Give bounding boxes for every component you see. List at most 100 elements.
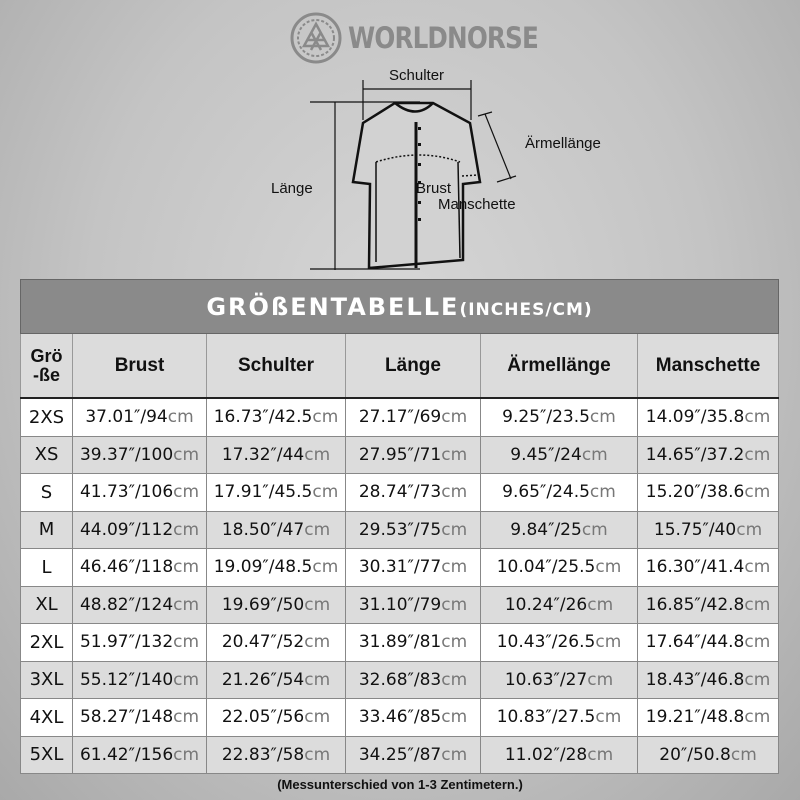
measurement-value: 16.73″/42.5 xyxy=(213,407,313,428)
measurement-value: 31.89″/81 xyxy=(358,632,442,653)
measurement-value: 11.02″/28 xyxy=(504,744,588,765)
length-cell: 29.53″/75cm xyxy=(345,510,481,549)
cuff-cell: 18.43″/46.8cm xyxy=(636,660,780,699)
valknut-knot-icon xyxy=(290,12,342,64)
unit-label: cm xyxy=(312,557,339,578)
chest-cell: 58.27″/148cm xyxy=(72,698,207,737)
sleeve-cell: 11.02″/28cm xyxy=(480,735,638,774)
length-cell: 34.25″/87cm xyxy=(345,735,481,774)
unit-label: cm xyxy=(173,557,200,578)
measurement-value: 16.85″/42.8 xyxy=(645,594,745,615)
size-cell: 2XL xyxy=(20,623,73,662)
unit-label: cm xyxy=(304,519,331,540)
unit-label: cm xyxy=(304,669,331,690)
header-length: Länge xyxy=(345,333,481,399)
shoulder-cell: 21.26″/54cm xyxy=(206,660,346,699)
shoulder-label: Schulter xyxy=(389,67,445,84)
measurement-value: 15.75″/40 xyxy=(653,519,737,540)
chest-cell: 51.97″/132cm xyxy=(72,623,207,662)
table-row: 4XL 58.27″/148cm 22.05″/56cm 33.46″/85cm 10.… xyxy=(20,698,780,737)
measurement-value: 20.47″/52 xyxy=(221,632,305,653)
cuff-cell: 15.75″/40cm xyxy=(636,510,780,549)
unit-label: cm xyxy=(744,444,771,465)
measurement-value: 22.05″/56 xyxy=(221,707,305,728)
unit-label: cm xyxy=(167,407,194,428)
sleeve-cell: 10.43″/26.5cm xyxy=(480,623,638,662)
unit-label: cm xyxy=(441,744,468,765)
chest-cell: 37.01″/94cm xyxy=(72,397,207,437)
shoulder-cell: 16.73″/42.5cm xyxy=(206,397,346,437)
sleeve-cell: 10.63″/27cm xyxy=(480,660,638,699)
measurement-value: 48.82″/124 xyxy=(79,594,174,615)
measurement-value: 22.83″/58 xyxy=(221,744,305,765)
unit-label: cm xyxy=(304,707,331,728)
measurement-value: 10.43″/26.5 xyxy=(496,632,596,653)
unit-label: cm xyxy=(730,744,757,765)
sleeve-length-label: Ärmellänge xyxy=(525,135,601,152)
cuff-cell: 17.64″/44.8cm xyxy=(636,623,780,662)
unit-label: cm xyxy=(595,557,622,578)
sleeve-cell: 9.65″/24.5cm xyxy=(480,473,638,512)
measurement-value: 16.30″/41.4 xyxy=(645,557,745,578)
sleeve-cell: 10.83″/27.5cm xyxy=(480,698,638,737)
cuff-label: Manschette xyxy=(438,196,516,213)
header-sleeve: Ärmellänge xyxy=(480,333,638,399)
length-label: Länge xyxy=(271,180,313,197)
shoulder-cell: 17.91″/45.5cm xyxy=(206,473,346,512)
table-row: XL 48.82″/124cm 19.69″/50cm 31.10″/79cm 10.2… xyxy=(20,585,780,624)
measurement-value: 19.69″/50 xyxy=(221,594,305,615)
unit-label: cm xyxy=(744,557,771,578)
unit-label: cm xyxy=(441,669,468,690)
measurement-value: 27.17″/69 xyxy=(358,407,442,428)
unit-label: cm xyxy=(589,407,616,428)
chest-cell: 44.09″/112cm xyxy=(72,510,207,549)
measurement-value: 18.43″/46.8 xyxy=(645,669,745,690)
unit-label: cm xyxy=(441,407,468,428)
length-cell: 28.74″/73cm xyxy=(345,473,481,512)
shoulder-cell: 18.50″/47cm xyxy=(206,510,346,549)
sleeve-cell: 9.84″/25cm xyxy=(480,510,638,549)
unit-label: cm xyxy=(441,707,468,728)
cuff-cell: 20″/50.8cm xyxy=(636,735,780,774)
unit-label: cm xyxy=(595,632,622,653)
unit-label: cm xyxy=(441,632,468,653)
unit-label: cm xyxy=(589,482,616,503)
header-size: Grö -ße xyxy=(20,333,73,399)
unit-label: cm xyxy=(441,557,468,578)
shoulder-cell: 17.32″/44cm xyxy=(206,435,346,474)
sleeve-cell: 10.24″/26cm xyxy=(480,585,638,624)
chest-cell: 55.12″/140cm xyxy=(72,660,207,699)
header-cuff: Manschette xyxy=(636,333,780,399)
table-title-unit: (INCHES/CM) xyxy=(459,299,593,320)
table-row: XS 39.37″/100 cm 17.32″/44cm 27.95″/71cm 9.45… xyxy=(20,435,780,474)
measurement-value: 55.12″/140 xyxy=(79,669,174,690)
unit-label: cm xyxy=(587,744,614,765)
table-row: S 41.73″/106cm 17.91″/45.5cm 28.74″/73cm 9.6… xyxy=(20,473,780,512)
header-size-line2: -ße xyxy=(33,364,60,385)
shoulder-cell: 19.69″/50cm xyxy=(206,585,346,624)
size-cell: S xyxy=(20,473,73,512)
unit-label: cm xyxy=(441,482,468,503)
measurement-value: 39.37″/100 xyxy=(79,444,174,465)
header-shoulder: Schulter xyxy=(206,333,346,399)
cuff-cell: 16.85″/42.8cm xyxy=(636,585,780,624)
unit-label: cm xyxy=(173,669,200,690)
measurement-value: 33.46″/85 xyxy=(358,707,442,728)
chest-cell: 48.82″/124cm xyxy=(72,585,207,624)
size-cell: M xyxy=(20,510,73,549)
shirt-measurement-diagram: Schulter Ärmellänge Länge Brust Manschet… xyxy=(0,0,800,275)
size-chart-table: GRÖßENTABELLE(INCHES/CM) Grö -ße Brust Sc… xyxy=(19,279,780,774)
size-cell: 4XL xyxy=(20,698,73,737)
measurement-value: 9.45″/24 xyxy=(510,444,582,465)
measurement-value: 17.91″/45.5 xyxy=(213,482,313,503)
measurement-value: 14.09″/35.8 xyxy=(645,407,745,428)
brand-name: WORLDNORSE xyxy=(348,21,539,55)
unit-label: cm xyxy=(173,707,200,728)
unit-label: cm xyxy=(173,744,200,765)
unit-label: cm xyxy=(312,482,339,503)
size-cell: XS xyxy=(20,435,73,474)
table-title: GRÖßENTABELLE(INCHES/CM) xyxy=(19,279,780,334)
size-cell: 5XL xyxy=(20,735,73,774)
measurement-value: 18.50″/47 xyxy=(221,519,305,540)
length-cell: 27.95″/71cm xyxy=(345,435,481,474)
